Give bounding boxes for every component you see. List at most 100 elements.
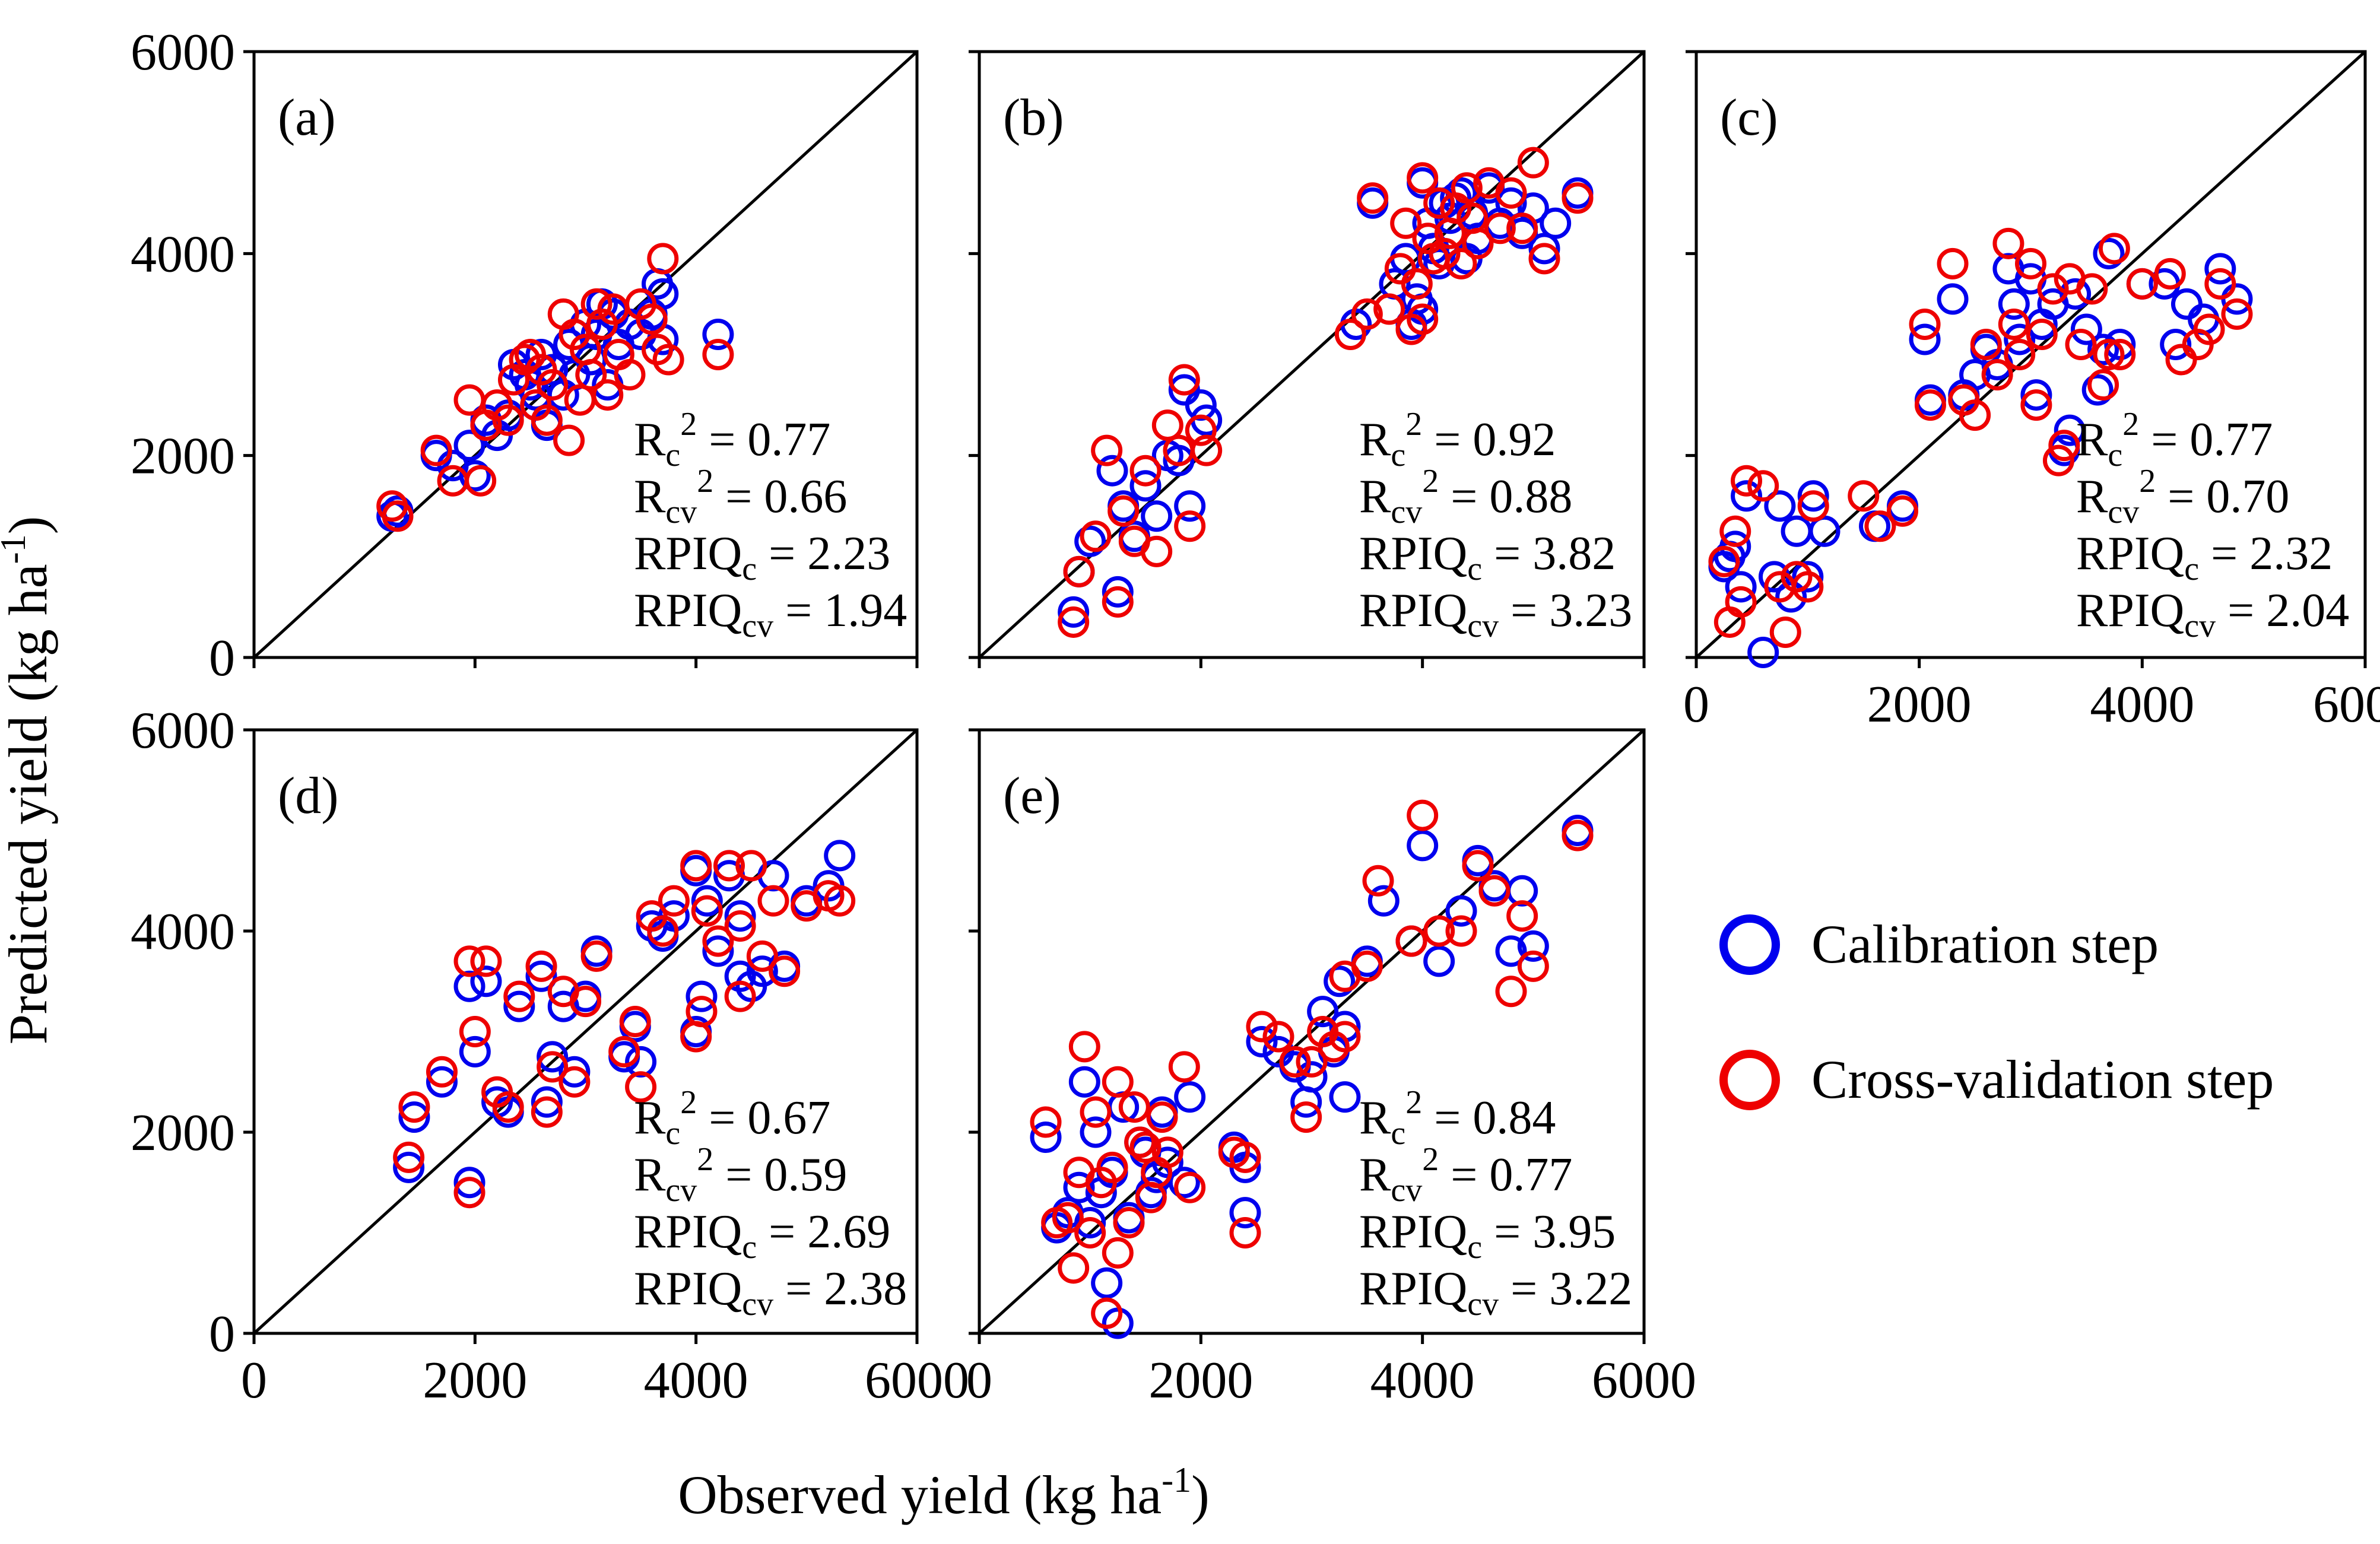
cross-validation-point — [453, 1177, 485, 1209]
cross-validation-point — [2042, 444, 2074, 476]
panel-b-stat-3: RPIQcv = 3.23 — [1359, 584, 1632, 644]
cross-validation-point — [1229, 1141, 1261, 1173]
cross-validation-point — [724, 910, 756, 942]
panel-a-cross-validation-series — [376, 243, 734, 532]
cross-validation-point — [680, 850, 712, 882]
calibration-point — [1725, 571, 1757, 603]
cross-validation-point — [2048, 430, 2080, 462]
calibration-point — [1058, 596, 1090, 628]
stat-main: RPIQ — [1359, 584, 1467, 637]
cross-validation-point — [531, 404, 563, 436]
cross-validation-point — [1451, 172, 1483, 204]
panel-a-label: (a) — [278, 89, 336, 147]
calibration-point — [1091, 1267, 1123, 1299]
cross-validation-point — [1080, 1096, 1112, 1128]
cross-validation-point — [1423, 915, 1455, 947]
panel-c-x-tick-label: 2000 — [1867, 676, 1972, 733]
calibration-point — [1129, 470, 1162, 502]
panel-e-x-tick-label: 0 — [966, 1352, 992, 1409]
cross-validation-point — [2015, 247, 2046, 279]
stat-subscript: cv — [1467, 1286, 1499, 1323]
cross-validation-point — [1959, 399, 1991, 431]
calibration-point — [470, 965, 502, 997]
stat-value: = 0.92 — [1422, 414, 1556, 466]
cross-validation-point — [1864, 510, 1896, 542]
cross-validation-point — [492, 404, 524, 436]
calibration-point — [702, 318, 734, 350]
cross-validation-point — [1747, 470, 1779, 502]
cross-validation-point — [1506, 212, 1538, 244]
cross-validation-point — [1030, 1106, 1062, 1138]
x-axis-title-sup: -1 — [1162, 1460, 1191, 1499]
calibration-point — [503, 990, 535, 1022]
stat-value: = 0.70 — [2156, 471, 2289, 523]
panel-d-y-tick-label: 0 — [209, 1305, 235, 1363]
calibration-point — [1495, 935, 1527, 967]
cross-validation-point — [1390, 207, 1422, 239]
legend-marker-cross-validation — [1719, 1050, 1780, 1110]
stat-subscript: cv — [742, 608, 773, 644]
stat-subscript: c — [742, 1229, 757, 1266]
cross-validation-point — [686, 996, 718, 1028]
panel-d-x-tick-label: 6000 — [865, 1352, 969, 1409]
stat-main: RPIQ — [2076, 528, 2184, 580]
calibration-point — [525, 960, 557, 992]
panel-d-identity-line — [253, 729, 918, 1335]
cross-validation-point — [2126, 268, 2158, 300]
legend: Calibration step Cross-validation step — [1719, 914, 2274, 1110]
panel-e-stat-2: RPIQc = 3.95 — [1359, 1206, 1616, 1266]
stat-value: = 2.04 — [2216, 584, 2349, 637]
calibration-point — [2081, 374, 2114, 406]
cross-validation-point — [652, 344, 684, 376]
cross-validation-point — [426, 1056, 458, 1088]
cross-validation-point — [1792, 571, 1824, 603]
cross-validation-point — [2037, 273, 2069, 305]
cross-validation-point — [746, 940, 778, 972]
cross-validation-point — [580, 288, 613, 320]
calibration-point — [1808, 515, 1840, 547]
cross-validation-point — [553, 424, 585, 456]
panel-d-cross-validation-series — [393, 850, 856, 1209]
stat-value: = 0.59 — [713, 1149, 847, 1201]
calibration-point — [2204, 253, 2236, 285]
cross-validation-point — [1329, 1021, 1361, 1053]
panel-b-frame — [978, 50, 1646, 659]
stat-main: R — [2076, 414, 2108, 466]
panel-e-identity-line — [978, 729, 1645, 1335]
cross-validation-point — [2004, 339, 2036, 370]
cross-validation-point — [1174, 510, 1206, 542]
panel-a-y-tick-label: 6000 — [131, 24, 235, 81]
stat-main: R — [2076, 471, 2108, 523]
cross-validation-point — [1146, 1101, 1178, 1133]
cross-validation-point — [2065, 328, 2097, 360]
cross-validation-point — [619, 1006, 651, 1038]
cross-validation-point — [1108, 495, 1140, 527]
calibration-point — [824, 840, 856, 872]
cross-validation-point — [1495, 177, 1527, 209]
cross-validation-point — [1102, 1066, 1134, 1098]
cross-validation-point — [525, 950, 557, 982]
cross-validation-point — [580, 940, 613, 972]
calibration-point — [1074, 1207, 1106, 1239]
stat-value: = 3.82 — [1482, 528, 1616, 580]
stat-subscript: c — [2108, 437, 2122, 474]
calibration-point — [1141, 500, 1173, 532]
calibration-point — [1068, 1066, 1100, 1098]
cross-validation-point — [1168, 1051, 1200, 1083]
stat-subscript: c — [1467, 551, 1482, 587]
stat-subscript: cv — [2184, 608, 2216, 644]
panel-e-cross-validation-series — [1030, 799, 1594, 1329]
cross-validation-point — [1725, 586, 1757, 618]
cross-validation-point — [1407, 162, 1439, 194]
calibration-point — [1731, 480, 1763, 512]
calibration-point — [1246, 1025, 1278, 1057]
y-axis-title-end: ) — [0, 516, 58, 535]
stat-value: = 2.23 — [757, 528, 890, 580]
panel-e-stat-3: RPIQcv = 3.22 — [1359, 1263, 1632, 1323]
calibration-point — [2054, 414, 2086, 446]
calibration-point — [1937, 283, 1969, 315]
stat-value: = 0.66 — [713, 471, 847, 523]
